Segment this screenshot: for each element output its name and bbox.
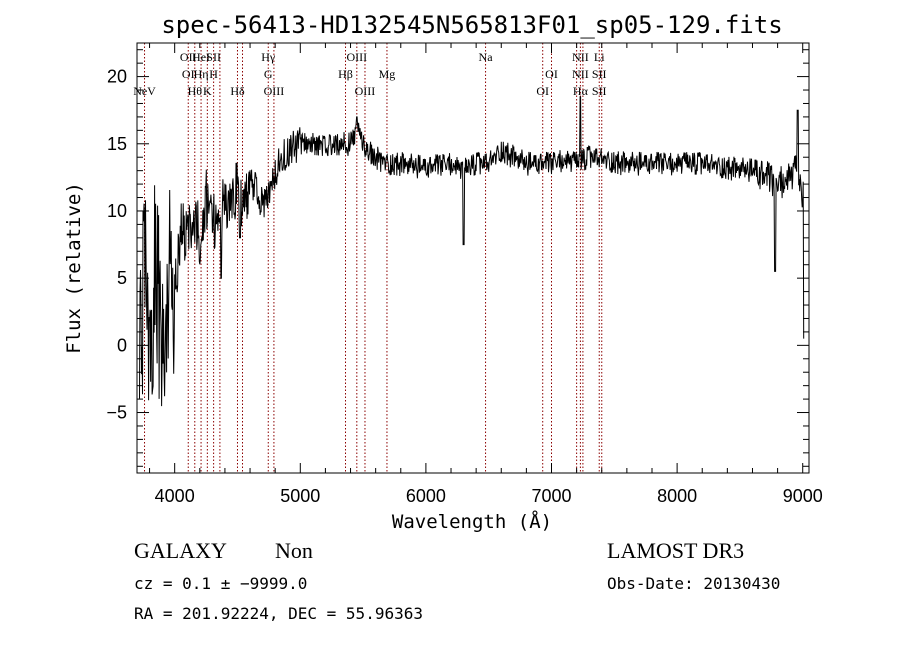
y-axis-ticks: −5 0 5 10 15 20	[106, 49, 809, 467]
line-label: Hβ	[338, 67, 353, 81]
line-label: SII	[206, 50, 221, 64]
line-label: Hθ	[188, 84, 203, 98]
line-label: NII	[572, 50, 589, 64]
y-tick-label: 20	[107, 67, 127, 87]
line-label: SII	[592, 67, 607, 81]
line-label: OIII	[346, 50, 367, 64]
x-tick-label: 8000	[657, 486, 697, 506]
line-label: OIII	[355, 84, 376, 98]
line-label: Mg	[379, 67, 396, 81]
x-tick-label: 7000	[531, 486, 571, 506]
coords-text: RA = 201.92224, DEC = 55.96363	[134, 604, 423, 623]
line-label: SII	[592, 84, 607, 98]
line-label: G	[264, 67, 273, 81]
line-label: NeV	[133, 84, 156, 98]
line-label: OIII	[264, 84, 285, 98]
x-tick-label: 6000	[406, 486, 446, 506]
x-tick-label: 9000	[783, 486, 823, 506]
y-axis-label: Flux (relative)	[63, 182, 85, 354]
marker-lines	[144, 43, 603, 473]
line-label: OI	[545, 67, 558, 81]
x-axis-label: Wavelength (Å)	[392, 510, 552, 533]
line-label: Hη	[194, 67, 209, 81]
subclass-label: Non	[275, 538, 313, 563]
line-label: HeI	[192, 50, 210, 64]
x-tick-label: 5000	[280, 486, 320, 506]
line-label: NII	[572, 67, 589, 81]
spectrum-group	[139, 96, 805, 407]
line-label: OII	[180, 50, 197, 64]
line-label: Hα	[573, 84, 589, 98]
y-tick-label: 15	[107, 134, 127, 154]
y-tick-label: 0	[117, 335, 127, 355]
line-label: Hδ	[230, 84, 245, 98]
y-tick-label: −5	[106, 403, 127, 423]
x-tick-label: 4000	[155, 486, 195, 506]
line-label: Li	[594, 50, 605, 64]
line-label: OI	[536, 84, 549, 98]
y-tick-label: 5	[117, 268, 127, 288]
survey-label: LAMOST DR3	[607, 538, 744, 563]
line-label: K	[203, 84, 212, 98]
line-label: Na	[479, 50, 494, 64]
spectrum-line	[139, 96, 805, 407]
y-tick-label: 10	[107, 201, 127, 221]
line-label: H	[209, 67, 218, 81]
chart-title: spec-56413-HD132545N565813F01_sp05-129.f…	[161, 11, 782, 39]
obs-date-text: Obs-Date: 20130430	[607, 574, 780, 593]
x-axis-ticks: 4000 5000 6000 7000 8000 9000	[149, 43, 823, 506]
line-label: OI	[182, 67, 195, 81]
plot-frame	[136, 42, 810, 474]
line-label: Hγ	[261, 50, 276, 64]
cz-text: cz = 0.1 ± −9999.0	[134, 574, 307, 593]
class-label: GALAXY	[134, 538, 227, 563]
